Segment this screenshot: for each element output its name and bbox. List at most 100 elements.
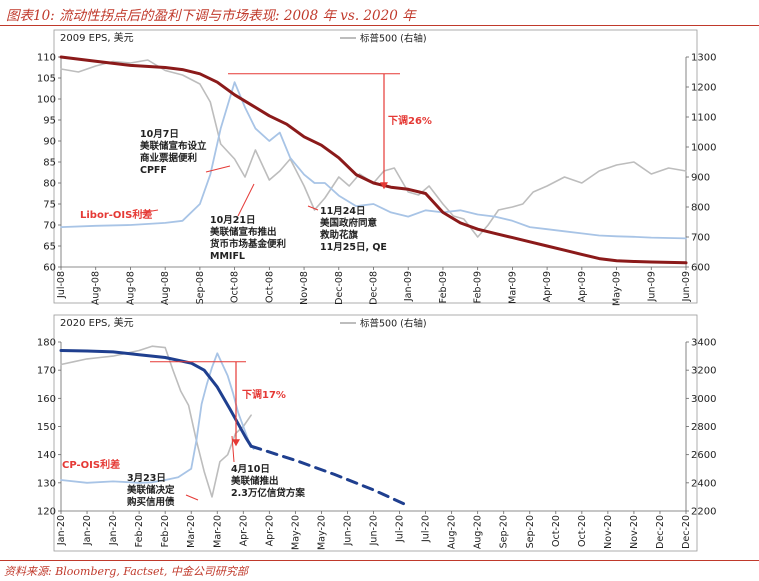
c2-ytick-right-label: 2400 xyxy=(691,478,716,489)
annotation-cpff: 商业票据便利 xyxy=(140,152,197,164)
c1-xtick-label: Jul-08 xyxy=(56,271,67,299)
source-rule xyxy=(0,560,759,561)
annotation-citi-qe: 美国政府同意 xyxy=(319,217,378,229)
c2-xtick-label: Jul-20 xyxy=(421,515,432,543)
c1-ytick-left-label: 90 xyxy=(43,137,56,148)
c1-series-line-1 xyxy=(60,81,687,240)
c1-ytick-left-label: 105 xyxy=(37,74,56,85)
c2-xtick-label: Oct-20 xyxy=(577,515,588,547)
c2-series-line-2 xyxy=(59,349,253,448)
annotation-mmifl-arrow xyxy=(237,183,255,217)
c2-xtick-label: Jan-20 xyxy=(56,515,67,546)
c2-ytick-right-label: 3000 xyxy=(691,394,716,405)
c2-xtick-label: Sep-20 xyxy=(499,515,510,548)
c1-xtick-label: Feb-09 xyxy=(438,271,449,303)
c1-xtick-label: Sep-08 xyxy=(195,271,206,304)
c2-xtick-label: Apr-20 xyxy=(238,515,249,546)
drop-label: 下调26% xyxy=(388,114,432,127)
c1-ytick-right-label: 1000 xyxy=(691,143,716,154)
c1-ytick-right-label: 1300 xyxy=(691,53,716,64)
annotation-credit-bonds: 购买信用债 xyxy=(127,496,175,508)
c2-xtick-label: Mar-20 xyxy=(186,515,197,548)
c1-ytick-left-label: 65 xyxy=(43,242,56,253)
annotation-citi-qe: 救助花旗 xyxy=(320,229,359,241)
annotation-credit-bonds: 美联储决定 xyxy=(126,484,175,496)
c2-xtick-label: Jul-20 xyxy=(395,515,406,543)
annotation-mmifl: 10月21日 xyxy=(210,215,255,226)
c1-ytick-left-label: 60 xyxy=(43,263,56,274)
c1-ytick-left-label: 95 xyxy=(43,116,56,127)
c2-series-line-1 xyxy=(60,352,255,484)
c1-ytick-right-label: 800 xyxy=(691,203,710,214)
annotation-mmifl: 货币市场基金便利 xyxy=(209,238,286,250)
c2-xtick-label: Nov-20 xyxy=(603,515,614,549)
annotation-credit-plan: 美联储推出 xyxy=(230,475,279,487)
c2-xtick-label: Nov-20 xyxy=(629,515,640,549)
label-libor-ois-arrow xyxy=(139,209,159,214)
c2-xtick-label: Dec-20 xyxy=(681,515,692,549)
c2-ytick-left-label: 150 xyxy=(37,422,56,433)
c2-series-line-0 xyxy=(60,345,252,498)
source-note: 资料来源: Bloomberg, Factset, 中金公司研究部 xyxy=(4,565,248,578)
annotation-citi-arrow xyxy=(307,205,319,211)
annotation-credit-arrow xyxy=(185,494,199,501)
c1-xtick-label: Nov-08 xyxy=(299,271,310,305)
drop-label-2020: 下调17% xyxy=(242,388,286,401)
c2-xtick-label: Dec-20 xyxy=(655,515,666,549)
c1-ytick-right-label: 1100 xyxy=(691,113,716,124)
c1-xtick-label: Apr-09 xyxy=(542,271,553,302)
c1-xtick-label: Aug-08 xyxy=(91,271,102,305)
c2-xtick-label: Oct-20 xyxy=(551,515,562,547)
c1-xtick-label: Jan-09 xyxy=(403,271,414,302)
c2-legend-label: 标普500 (右轴) xyxy=(360,318,427,330)
c1-xtick-label: Aug-08 xyxy=(125,271,136,305)
annotation-cpff-arrow xyxy=(205,165,231,173)
c1-ytick-left-label: 100 xyxy=(37,95,56,106)
annotation-mmifl: 美联储宣布推出 xyxy=(209,226,277,238)
c2-xtick-label: Aug-20 xyxy=(473,515,484,549)
c2-panel-frame xyxy=(53,314,698,552)
annotation-citi-qe: 11月25日, QE xyxy=(320,242,387,253)
annotation-credit-plan: 2.3万亿信贷方案 xyxy=(231,487,305,499)
c2-xtick-label: Apr-20 xyxy=(264,515,275,546)
c1-ytick-right-label: 1200 xyxy=(691,83,716,94)
c2-xtick-label: Feb-20 xyxy=(134,515,145,547)
label-cp-ois: CP-OIS利差 xyxy=(62,458,120,471)
title-rule xyxy=(0,25,759,26)
c2-xtick-label: May-20 xyxy=(316,515,327,550)
c1-ytick-left-label: 80 xyxy=(43,179,56,190)
c2-ytick-left-label: 130 xyxy=(37,478,56,489)
annotation-credit-plan: 4月10日 xyxy=(231,464,270,475)
c1-xtick-label: Oct-08 xyxy=(264,271,275,303)
c1-ytick-right-label: 700 xyxy=(691,233,710,244)
c1-xtick-label: Dec-08 xyxy=(334,271,345,305)
c2-xtick-label: Jan-20 xyxy=(108,515,119,546)
c2-xtick-label: Jun-20 xyxy=(342,515,353,546)
c1-xtick-label: Dec-08 xyxy=(369,271,380,305)
c1-panel-frame xyxy=(53,29,698,304)
c1-ytick-left-label: 110 xyxy=(37,53,56,64)
c2-ytick-left-label: 120 xyxy=(37,507,56,518)
c1-xtick-label: Apr-09 xyxy=(577,271,588,302)
c2-xtick-label: Mar-20 xyxy=(212,515,223,548)
drop-arrow-head-2020 xyxy=(232,439,240,447)
c1-legend-label: 标普500 (右轴) xyxy=(360,33,427,45)
c2-ytick-right-label: 3200 xyxy=(691,366,716,377)
annotation-plan-arrow xyxy=(231,435,235,463)
annotation-credit-bonds: 3月23日 xyxy=(127,473,166,484)
c2-ytick-right-label: 3400 xyxy=(691,338,716,349)
c2-xtick-label: Aug-20 xyxy=(447,515,458,549)
c2-ytick-right-label: 2600 xyxy=(691,450,716,461)
c1-ytick-right-label: 900 xyxy=(691,173,710,184)
c2-xtick-label: Jan-20 xyxy=(82,515,93,546)
c2-ytick-left-label: 140 xyxy=(37,450,56,461)
c1-ytick-right-label: 600 xyxy=(691,263,710,274)
c1-ytick-left-label: 85 xyxy=(43,158,56,169)
c1-xtick-label: Oct-08 xyxy=(230,271,241,303)
c1-xtick-label: Jun-09 xyxy=(646,271,657,302)
c1-series-line-2 xyxy=(59,55,688,265)
c2-series-line-3 xyxy=(249,444,409,507)
c2-xtick-label: Jun-20 xyxy=(369,515,380,546)
annotation-cpff: CPFF xyxy=(140,165,167,176)
